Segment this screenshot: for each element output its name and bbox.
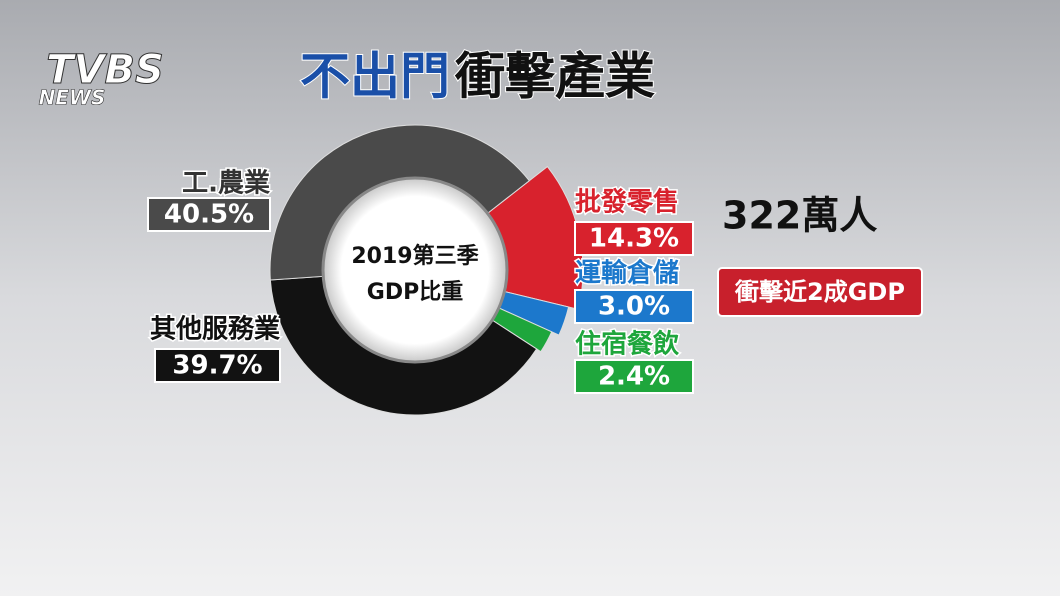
value-label: 39.7% bbox=[172, 351, 262, 381]
category-label: 住宿餐飲 bbox=[575, 329, 680, 360]
value-box bbox=[574, 359, 694, 394]
value-label: 3.0% bbox=[598, 292, 670, 322]
category-label: 其他服務業 bbox=[150, 315, 280, 345]
value-box bbox=[154, 348, 281, 383]
title-part: 衝擊產業 bbox=[454, 48, 655, 106]
value-label: 2.4% bbox=[598, 362, 670, 392]
annotation-box bbox=[717, 267, 923, 317]
category-label: 工.農業 bbox=[182, 169, 270, 199]
center-label: GDP比重 bbox=[367, 280, 463, 305]
logo-brand: TVBS bbox=[46, 47, 164, 93]
value-box bbox=[147, 197, 271, 232]
value-box bbox=[574, 289, 694, 324]
category-label: 運輸倉儲 bbox=[575, 258, 679, 289]
annotation: 322萬人 bbox=[722, 194, 877, 238]
category-label: 批發零售 bbox=[575, 187, 679, 218]
value-box bbox=[574, 221, 694, 256]
value-label: 14.3% bbox=[589, 224, 679, 254]
logo-sub: NEWS bbox=[39, 86, 106, 110]
title-part: 不出門 bbox=[300, 48, 450, 106]
value-label: 40.5% bbox=[164, 200, 254, 230]
donut-hole bbox=[321, 176, 509, 364]
annotation: 衝擊近2成GDP bbox=[734, 278, 905, 306]
center-label: 2019第三季 bbox=[351, 243, 478, 269]
